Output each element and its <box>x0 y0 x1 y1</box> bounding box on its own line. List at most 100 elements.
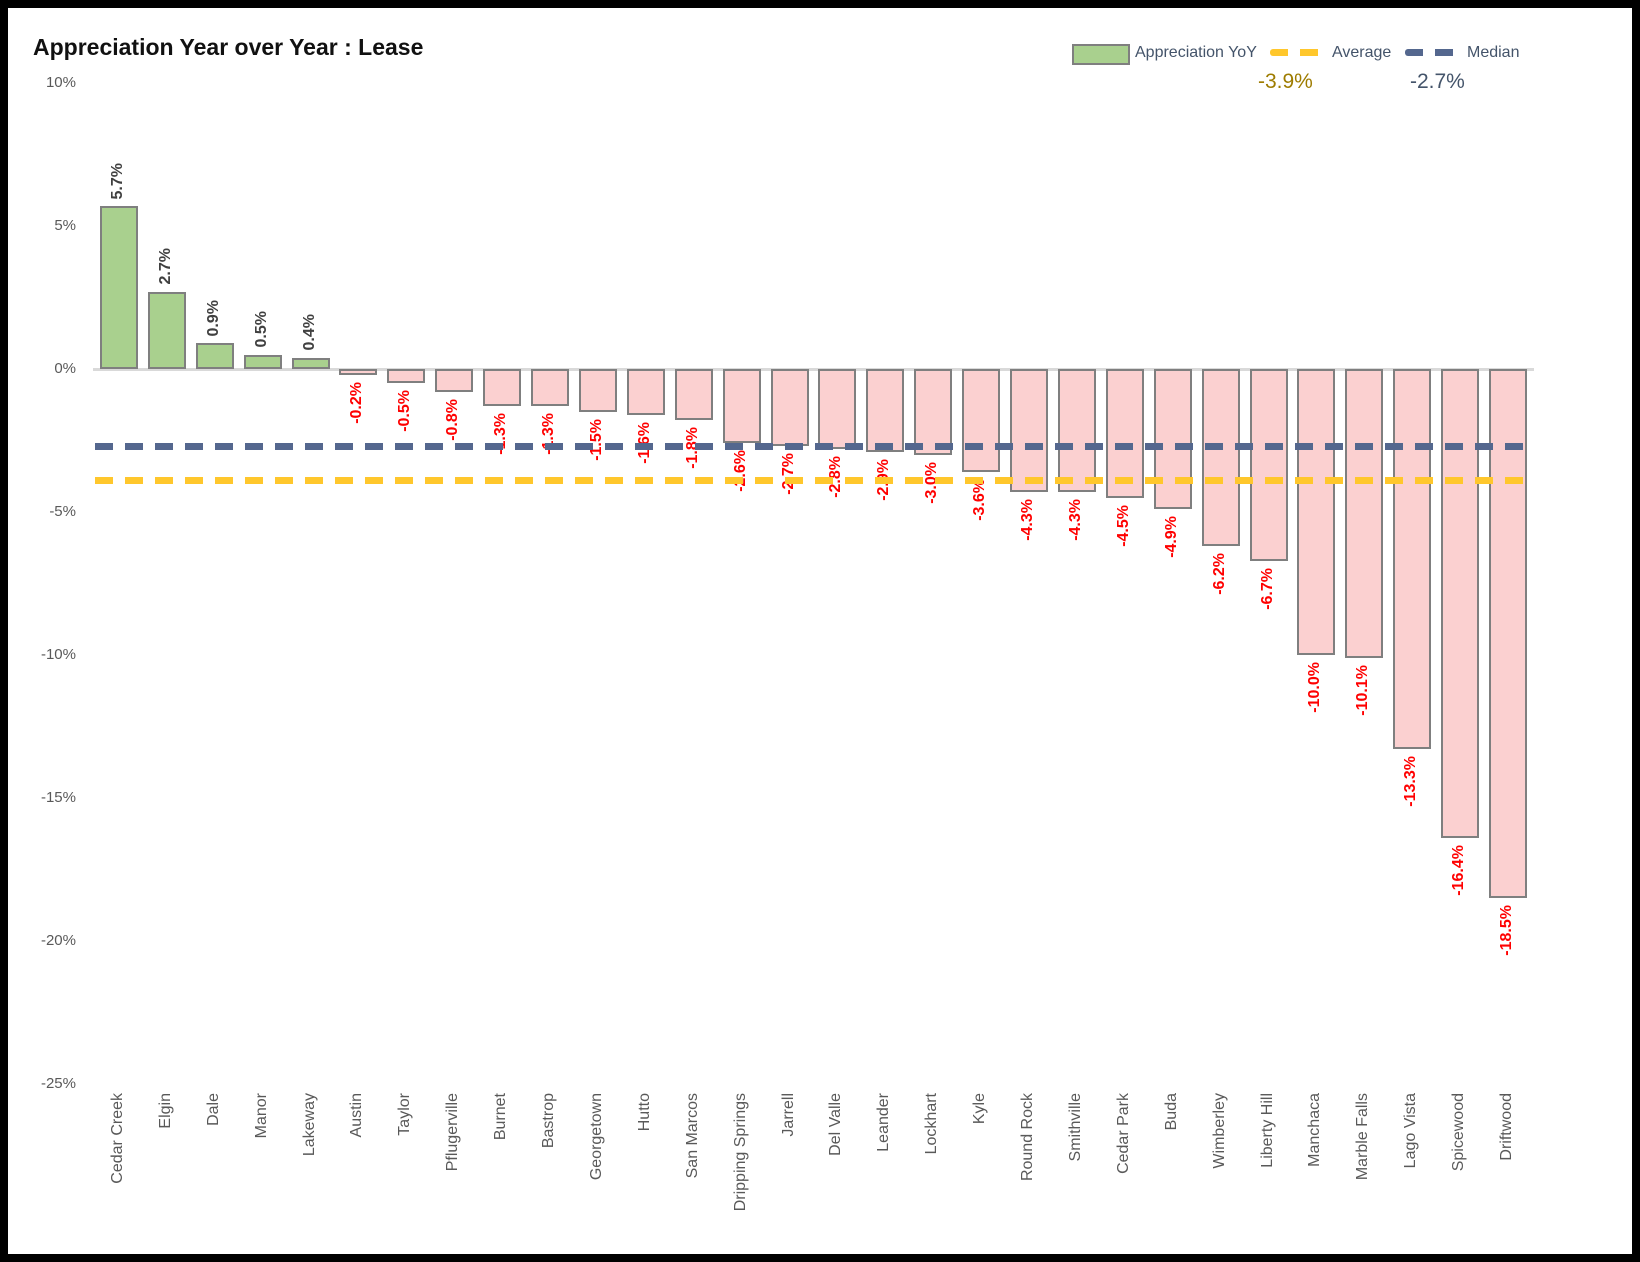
x-axis-category-label: Elgin <box>156 1093 174 1129</box>
bar-value-label: -2.6% <box>731 450 749 493</box>
bar <box>914 369 953 455</box>
x-axis-category-label: Hutto <box>635 1093 653 1132</box>
legend-average-value: -3.9% <box>1258 70 1313 93</box>
chart-title: Appreciation Year over Year : Lease <box>33 34 424 60</box>
x-axis-category-label: Manor <box>252 1093 270 1139</box>
x-axis-category-label: Round Rock <box>1019 1093 1037 1182</box>
y-axis-tick-label: 5% <box>54 217 76 234</box>
bar-value-label: -4.3% <box>1066 498 1084 541</box>
y-axis-tick-label: 0% <box>54 360 76 377</box>
bar <box>1345 369 1384 658</box>
bar <box>339 369 378 375</box>
bar-value-label: -3.6% <box>971 478 989 521</box>
bar-value-label: -0.2% <box>348 381 366 424</box>
x-axis-category-label: Wimberley <box>1210 1093 1228 1169</box>
x-axis-category-label: Dripping Springs <box>731 1093 749 1212</box>
median-line <box>95 442 1532 450</box>
bar <box>483 369 522 407</box>
bar <box>674 369 713 421</box>
bar <box>1105 369 1144 498</box>
bar <box>578 369 617 412</box>
x-axis-category-label: Cedar Creek <box>108 1093 126 1184</box>
y-axis-tick-label: -5% <box>49 503 76 520</box>
legend-average-dash-icon <box>1270 49 1322 56</box>
bar <box>387 369 426 384</box>
bar <box>243 354 282 369</box>
x-axis-category-label: Taylor <box>396 1093 414 1136</box>
zero-axis-line <box>93 368 1534 371</box>
bar-value-label: 0.4% <box>300 314 318 351</box>
x-axis-category-label: Manchaca <box>1306 1093 1324 1167</box>
bar <box>1393 369 1432 750</box>
bar-value-label: -16.4% <box>1450 845 1468 896</box>
legend-average-label: Average <box>1332 44 1392 61</box>
x-axis-category-label: Lockhart <box>923 1093 941 1155</box>
bar <box>1297 369 1336 655</box>
x-axis-category-label: Austin <box>348 1093 366 1138</box>
x-axis-category-label: Marble Falls <box>1354 1093 1372 1181</box>
chart-canvas: Appreciation Year over Year : Lease Appr… <box>8 8 1632 1254</box>
x-axis-category-label: Dale <box>204 1093 222 1126</box>
bar <box>866 369 905 452</box>
x-axis-category-label: Del Valle <box>827 1093 845 1156</box>
bar <box>291 357 330 369</box>
x-axis-category-label: Jarrell <box>779 1093 797 1137</box>
x-axis-category-label: Driftwood <box>1498 1093 1516 1161</box>
x-axis-category-label: Burnet <box>492 1093 510 1141</box>
bar-value-label: -0.5% <box>396 390 414 433</box>
bar <box>99 205 138 369</box>
x-axis-category-label: Kyle <box>971 1093 989 1125</box>
bar-value-label: -0.8% <box>444 398 462 441</box>
y-axis-tick-label: -10% <box>40 646 76 663</box>
bar <box>195 343 234 369</box>
bar <box>1489 369 1528 899</box>
bar <box>770 369 809 447</box>
x-axis-category-label: Pflugerville <box>444 1093 462 1172</box>
bar-value-label: -10.1% <box>1354 664 1372 716</box>
y-axis-tick-label: -25% <box>40 1075 76 1092</box>
y-axis-tick-label: 10% <box>45 74 76 91</box>
y-axis-tick-label: -15% <box>40 789 76 806</box>
x-axis-category-label: Liberty Hill <box>1258 1093 1276 1168</box>
bar <box>1153 369 1192 510</box>
bar <box>626 369 665 415</box>
bar-value-label: -13.3% <box>1402 756 1420 808</box>
bar-value-label: 5.7% <box>108 162 126 199</box>
x-axis-category-label: Bastrop <box>540 1093 558 1149</box>
bar-value-label: -4.5% <box>1114 504 1132 547</box>
bar-value-label: 0.5% <box>252 311 270 348</box>
x-axis-category-label: Smithville <box>1066 1093 1084 1162</box>
x-axis-category-label: Georgetown <box>587 1093 605 1181</box>
bar <box>1057 369 1096 492</box>
bar-value-label: -10.0% <box>1306 662 1324 713</box>
x-axis-category-label: San Marcos <box>683 1093 701 1179</box>
bar-value-label: 2.7% <box>156 248 174 285</box>
bar-value-label: -18.5% <box>1498 905 1516 956</box>
bar-value-label: -6.7% <box>1258 567 1276 610</box>
bar-value-label: -2.7% <box>779 453 797 496</box>
bar <box>818 369 857 450</box>
bar <box>531 369 570 407</box>
x-axis-category-label: Cedar Park <box>1114 1093 1132 1174</box>
x-axis-category-label: Leander <box>875 1093 893 1152</box>
x-axis-category-label: Lago Vista <box>1402 1093 1420 1169</box>
bar-value-label: -4.9% <box>1162 516 1180 558</box>
bar <box>962 369 1001 472</box>
x-axis-category-label: Spicewood <box>1450 1093 1468 1172</box>
bar-value-label: 0.9% <box>204 299 222 337</box>
bar <box>1010 369 1049 492</box>
bar <box>1201 369 1240 547</box>
legend-series-label: Appreciation YoY <box>1135 44 1257 61</box>
bar <box>1249 369 1288 561</box>
x-axis-category-label: Lakeway <box>300 1093 318 1157</box>
bar-value-label: -4.3% <box>1019 498 1037 541</box>
legend-median-label: Median <box>1467 44 1520 61</box>
legend-series-swatch <box>1072 44 1130 65</box>
average-line <box>95 477 1532 485</box>
y-axis-tick-label: -20% <box>40 932 76 949</box>
bar <box>1441 369 1480 839</box>
bar-value-label: -1.5% <box>587 418 605 461</box>
x-axis-category-label: Buda <box>1162 1093 1180 1131</box>
legend-median-dash-icon <box>1405 49 1457 56</box>
bar <box>435 369 474 392</box>
